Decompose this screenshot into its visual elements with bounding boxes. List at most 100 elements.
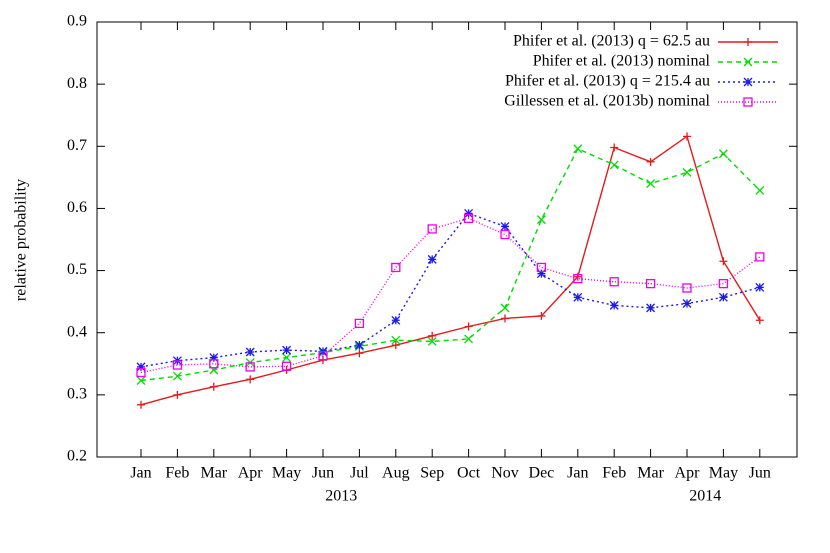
- point: [282, 345, 292, 355]
- point: [209, 353, 219, 363]
- point: [501, 314, 509, 323]
- x-tick-label: Aug: [382, 465, 410, 482]
- point: [536, 215, 546, 225]
- legend-label: Phifer et al. (2013) nominal: [533, 53, 711, 70]
- point: [354, 340, 364, 350]
- point: [500, 303, 510, 313]
- point: [137, 400, 145, 409]
- point: [464, 322, 473, 331]
- point: [463, 213, 474, 224]
- legend-marker: [743, 57, 753, 67]
- point: [682, 167, 692, 177]
- point: [682, 283, 692, 293]
- legend-label: Phifer et al. (2013) q = 62.5 au: [513, 33, 710, 50]
- point: [246, 375, 255, 384]
- point: [536, 262, 547, 273]
- point: [536, 269, 546, 279]
- legend-label: Phifer et al. (2013) q = 215.4 au: [505, 73, 710, 90]
- x-tick-label: Oct: [457, 465, 481, 482]
- x-tick-label: Jan: [567, 465, 588, 482]
- year-label: 2013: [325, 488, 357, 505]
- point: [609, 160, 619, 170]
- point: [391, 262, 401, 273]
- y-tick-label: 0.7: [67, 137, 87, 154]
- point: [682, 299, 692, 308]
- point: [755, 252, 765, 262]
- point: [646, 303, 656, 313]
- x-tick-label: Dec: [529, 465, 555, 482]
- point: [354, 318, 365, 329]
- y-axis-label: relative probability: [13, 179, 30, 301]
- point: [464, 334, 474, 344]
- point: [318, 351, 328, 361]
- point: [281, 361, 292, 371]
- point: [645, 278, 656, 289]
- point: [136, 367, 146, 378]
- point: [755, 316, 764, 325]
- x-tick-label: Mar: [637, 465, 664, 482]
- point: [755, 185, 765, 195]
- series-line: [140, 135, 761, 406]
- point: [172, 360, 183, 370]
- y-tick-label: 0.9: [67, 13, 87, 30]
- x-tick-label: Jun: [312, 465, 334, 482]
- x-tick-label: May: [709, 465, 738, 482]
- y-tick-label: 0.5: [67, 261, 87, 278]
- point: [755, 282, 765, 292]
- x-tick-label: Sep: [420, 465, 444, 482]
- x-tick-label: Jan: [130, 465, 151, 482]
- legend-label: Gillessen et al. (2013b) nominal: [504, 93, 710, 110]
- y-tick-label: 0.6: [67, 199, 87, 216]
- point: [573, 292, 583, 302]
- x-tick-label: Feb: [602, 465, 626, 482]
- legend-marker: [744, 38, 752, 46]
- point: [136, 376, 146, 386]
- x-tick-label: Jun: [749, 465, 771, 482]
- y-tick-label: 0.2: [67, 448, 87, 465]
- point: [282, 353, 292, 363]
- point: [573, 144, 583, 154]
- y-tick-label: 0.8: [67, 75, 87, 92]
- y-tick-label: 0.3: [67, 386, 87, 403]
- x-tick-label: May: [272, 465, 301, 482]
- series-line: [140, 147, 761, 382]
- point: [172, 371, 182, 381]
- point: [610, 143, 619, 152]
- point: [500, 229, 510, 240]
- point: [464, 208, 474, 218]
- legend-marker: [743, 97, 753, 107]
- point: [646, 179, 656, 189]
- point: [427, 224, 437, 234]
- year-label: 2014: [689, 488, 721, 505]
- point: [609, 300, 619, 310]
- point: [245, 362, 255, 372]
- point: [719, 257, 728, 266]
- point: [209, 382, 218, 391]
- point: [646, 157, 655, 166]
- point: [355, 349, 364, 358]
- x-tick-label: Nov: [491, 465, 519, 482]
- y-tick-label: 0.4: [67, 323, 87, 340]
- point: [718, 278, 729, 289]
- plot-frame: [96, 21, 798, 458]
- point: [537, 311, 546, 320]
- point: [245, 347, 255, 357]
- x-tick-label: Mar: [200, 465, 227, 482]
- point: [718, 292, 728, 302]
- point: [427, 254, 437, 264]
- series-line: [140, 212, 760, 368]
- legend-marker: [743, 77, 753, 87]
- x-tick-label: Feb: [165, 465, 189, 482]
- point: [391, 341, 400, 350]
- point: [427, 336, 437, 346]
- point: [718, 149, 728, 159]
- point: [609, 277, 619, 287]
- point: [500, 221, 510, 231]
- point: [573, 273, 583, 284]
- point: [428, 331, 437, 340]
- x-tick-label: Apr: [675, 465, 701, 482]
- point: [173, 390, 182, 399]
- point: [683, 132, 691, 141]
- x-tick-label: Jul: [350, 465, 369, 482]
